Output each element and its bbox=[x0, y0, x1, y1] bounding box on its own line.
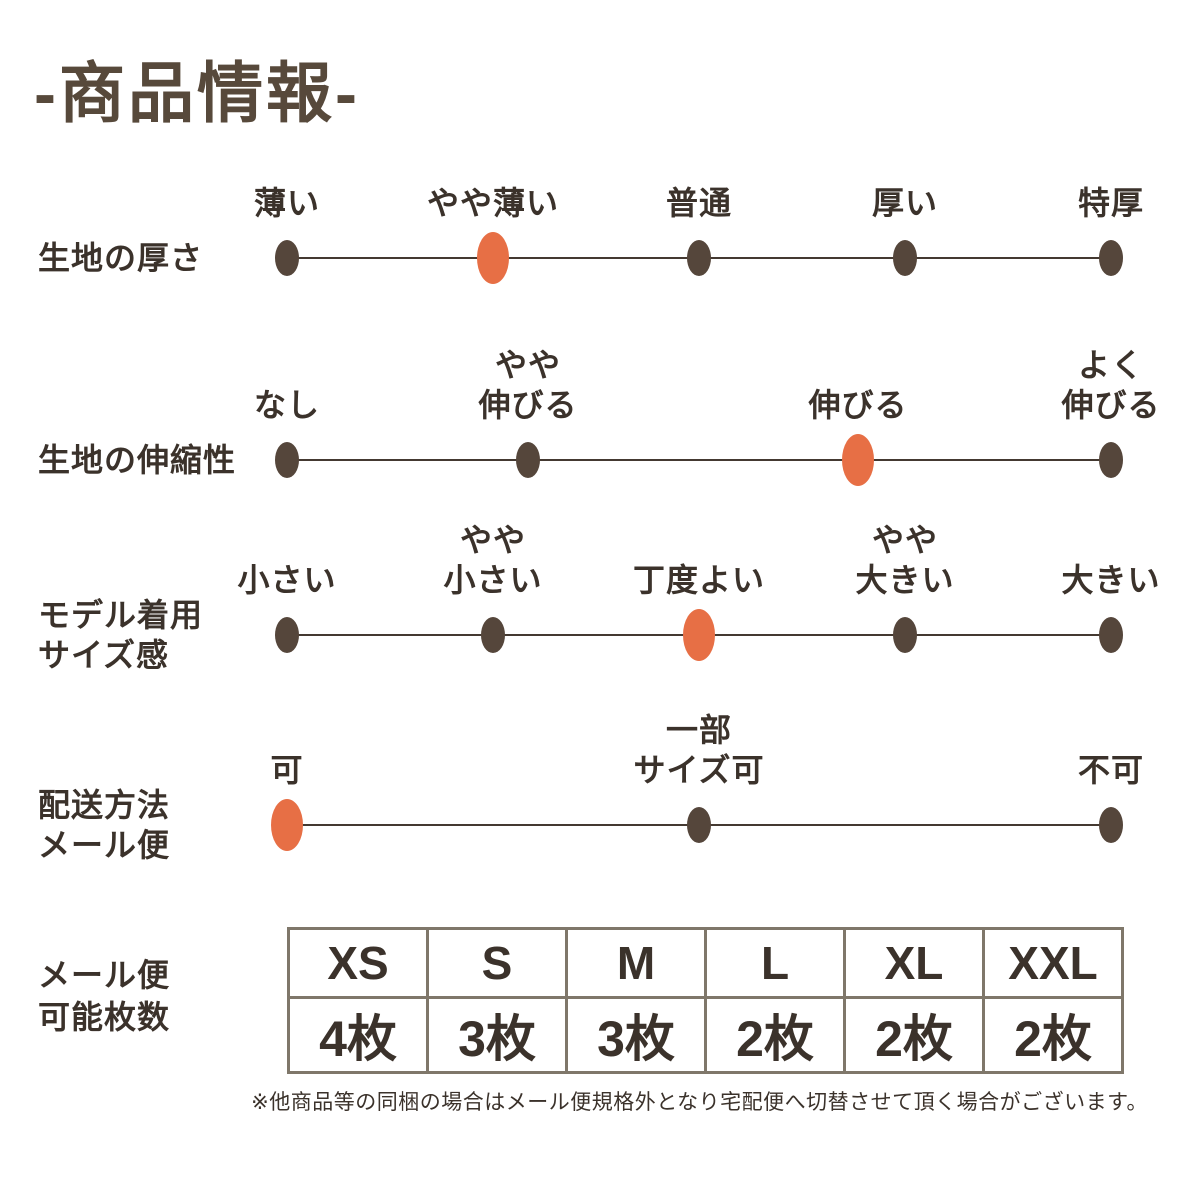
scale-option-label: 可 bbox=[270, 752, 304, 788]
scale-option-label: やや 大きい bbox=[855, 522, 955, 598]
scale-dot bbox=[516, 442, 540, 478]
mail-size-table: XS S M L XL XXL 4枚 3枚 3枚 2枚 2枚 2枚 bbox=[287, 927, 1124, 1074]
scale-option-label: 薄い bbox=[253, 185, 321, 221]
table-header-cell: M bbox=[565, 927, 707, 999]
scale-row-label: モデル着用 サイズ感 bbox=[38, 597, 204, 673]
scale-option-label: 丁度よい bbox=[632, 562, 766, 598]
table-value-cell: 3枚 bbox=[565, 996, 707, 1074]
scale-option-label: 不可 bbox=[1077, 752, 1145, 788]
table-header-cell: L bbox=[704, 927, 846, 999]
scale-row-fabric-thickness: 生地の厚さ 薄い やや薄い 普通 厚い 特厚 bbox=[0, 158, 1200, 288]
table-value-row: 4枚 3枚 3枚 2枚 2枚 2枚 bbox=[287, 996, 1124, 1074]
scale-option-label: 伸びる bbox=[808, 387, 908, 423]
scale-option-label: 大きい bbox=[1061, 562, 1161, 598]
scale-dot-selected bbox=[683, 609, 715, 661]
table-header-cell: XXL bbox=[982, 927, 1124, 999]
scale-option-label: 普通 bbox=[665, 185, 733, 221]
table-header-cell: S bbox=[426, 927, 568, 999]
scale-dot-selected bbox=[842, 434, 874, 486]
table-header-cell: XS bbox=[287, 927, 429, 999]
scale-dot bbox=[275, 617, 299, 653]
scale-dot bbox=[481, 617, 505, 653]
scale-option-label: やや薄い bbox=[426, 185, 560, 221]
scale-option-label: よく 伸びる bbox=[1061, 347, 1161, 423]
scale-dot bbox=[275, 240, 299, 276]
page-title: -商品情報- bbox=[34, 56, 360, 130]
scale-track bbox=[287, 459, 1111, 461]
table-value-cell: 4枚 bbox=[287, 996, 429, 1074]
table-label: メール便 可能枚数 bbox=[38, 957, 171, 1035]
table-header-row: XS S M L XL XXL bbox=[287, 927, 1124, 999]
table-value-cell: 2枚 bbox=[843, 996, 985, 1074]
scale-dot bbox=[1099, 807, 1123, 843]
scale-option-label: やや 伸びる bbox=[478, 347, 578, 423]
scale-option-label: 小さい bbox=[237, 562, 337, 598]
footnote: ※他商品等の同梱の場合はメール便規格外となり宅配便へ切替させて頂く場合がございま… bbox=[251, 1091, 1148, 1114]
scale-row-label: 生地の伸縮性 bbox=[38, 442, 237, 478]
scale-option-label: 一部 サイズ可 bbox=[633, 712, 765, 788]
table-header-cell: XL bbox=[843, 927, 985, 999]
table-value-cell: 3枚 bbox=[426, 996, 568, 1074]
scale-option-label: なし bbox=[253, 387, 321, 423]
scale-dot-selected bbox=[477, 232, 509, 284]
table-value-cell: 2枚 bbox=[982, 996, 1124, 1074]
scale-option-label: 特厚 bbox=[1077, 185, 1145, 221]
scale-dot bbox=[1099, 240, 1123, 276]
scale-row-label: 配送方法 メール便 bbox=[38, 787, 171, 863]
scale-dot-selected bbox=[271, 799, 303, 851]
scale-row-label: 生地の厚さ bbox=[38, 240, 204, 276]
scale-dot bbox=[687, 240, 711, 276]
scale-dot bbox=[893, 240, 917, 276]
scale-dot bbox=[687, 807, 711, 843]
scale-row-model-size-feel: モデル着用 サイズ感 小さい やや 小さい 丁度よい やや 大きい 大きい bbox=[0, 522, 1200, 673]
scale-option-label: 厚い bbox=[871, 185, 939, 221]
scale-dot bbox=[893, 617, 917, 653]
mail-quantity-section: メール便 可能枚数 XS S M L XL XXL 4枚 3枚 3枚 2枚 2枚… bbox=[0, 920, 1200, 1080]
scale-row-fabric-stretch: 生地の伸縮性 なし やや 伸びる 伸びる よく 伸びる bbox=[0, 347, 1200, 490]
scale-option-label: やや 小さい bbox=[443, 522, 543, 598]
scale-row-mail-shipping: 配送方法 メール便 可 一部 サイズ可 不可 bbox=[0, 712, 1200, 863]
table-value-cell: 2枚 bbox=[704, 996, 846, 1074]
scale-dot bbox=[1099, 442, 1123, 478]
scale-dot bbox=[1099, 617, 1123, 653]
scale-dot bbox=[275, 442, 299, 478]
